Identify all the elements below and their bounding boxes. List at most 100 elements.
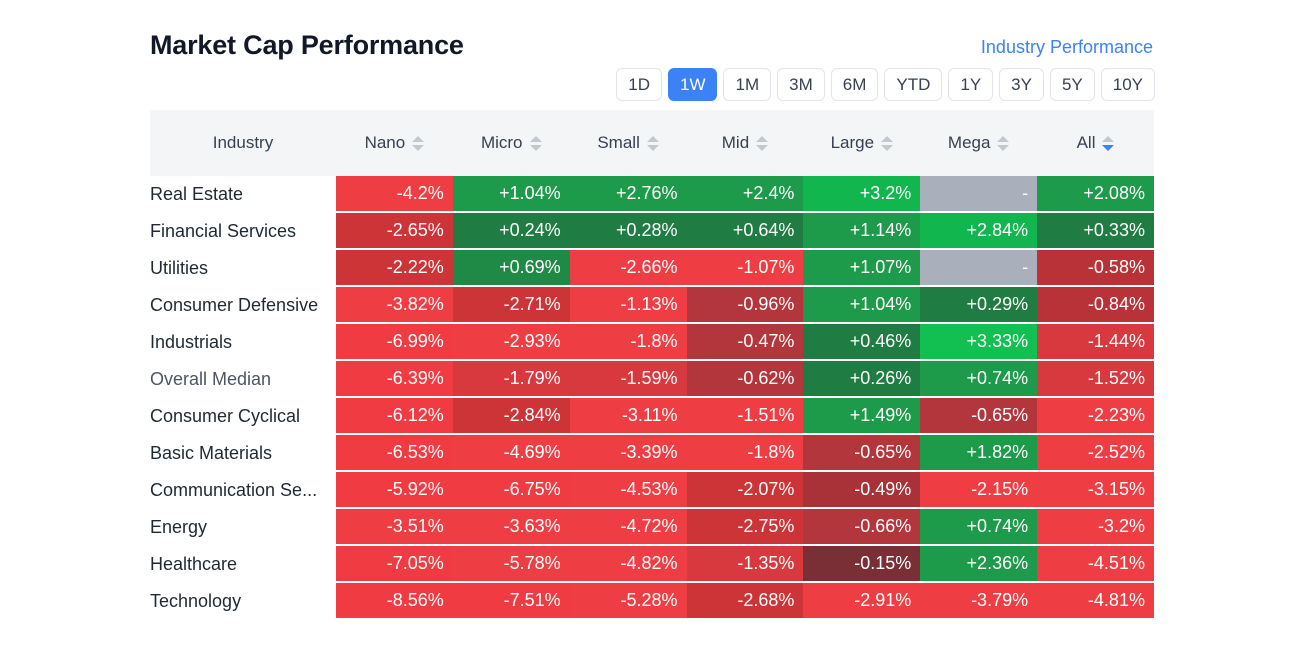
performance-cell[interactable]: -4.69% <box>452 435 570 470</box>
performance-cell[interactable]: - <box>920 176 1038 211</box>
performance-cell[interactable]: -2.52% <box>1037 435 1154 470</box>
column-header-small[interactable]: Small <box>570 110 687 176</box>
performance-cell[interactable]: -1.07% <box>686 250 804 285</box>
performance-cell[interactable]: +0.26% <box>803 361 921 396</box>
performance-cell[interactable]: -6.53% <box>335 435 453 470</box>
period-button-3m[interactable]: 3M <box>777 68 825 101</box>
performance-cell[interactable]: -3.79% <box>920 583 1038 618</box>
performance-cell[interactable]: -6.99% <box>335 324 453 359</box>
performance-cell[interactable]: +0.24% <box>452 213 570 248</box>
performance-cell[interactable]: +1.14% <box>803 213 921 248</box>
period-button-1m[interactable]: 1M <box>723 68 772 101</box>
performance-cell[interactable]: +2.4% <box>686 176 804 211</box>
performance-cell[interactable]: +0.33% <box>1037 213 1154 248</box>
performance-cell[interactable]: +2.36% <box>920 546 1038 581</box>
performance-cell[interactable]: -3.11% <box>569 398 687 433</box>
performance-cell[interactable]: +0.64% <box>686 213 804 248</box>
performance-cell[interactable]: -4.53% <box>569 472 687 507</box>
performance-cell[interactable]: -1.59% <box>569 361 687 396</box>
performance-cell[interactable]: -4.82% <box>569 546 687 581</box>
performance-cell[interactable]: -0.62% <box>686 361 804 396</box>
performance-cell[interactable]: -1.79% <box>452 361 570 396</box>
industry-performance-link[interactable]: Industry Performance <box>980 37 1153 57</box>
column-header-mid[interactable]: Mid <box>687 110 804 176</box>
performance-cell[interactable]: -6.39% <box>335 361 453 396</box>
column-header-large[interactable]: Large <box>803 110 920 176</box>
performance-cell[interactable]: +0.46% <box>803 324 921 359</box>
period-button-ytd[interactable]: YTD <box>884 68 943 101</box>
performance-cell[interactable]: -1.8% <box>686 435 804 470</box>
performance-cell[interactable]: -0.66% <box>803 509 921 544</box>
performance-cell[interactable]: -4.2% <box>335 176 453 211</box>
performance-cell[interactable]: -0.84% <box>1037 287 1154 322</box>
column-header-micro[interactable]: Micro <box>453 110 570 176</box>
performance-cell[interactable]: -2.22% <box>335 250 453 285</box>
period-button-1y[interactable]: 1Y <box>948 68 994 101</box>
performance-cell[interactable]: -0.58% <box>1037 250 1154 285</box>
period-button-1d[interactable]: 1D <box>616 68 662 101</box>
period-button-5y[interactable]: 5Y <box>1049 68 1095 101</box>
performance-cell[interactable]: -3.63% <box>452 509 570 544</box>
performance-cell[interactable]: -2.68% <box>686 583 804 618</box>
performance-cell[interactable]: +2.08% <box>1037 176 1154 211</box>
performance-cell[interactable]: -3.15% <box>1037 472 1154 507</box>
performance-cell[interactable]: -0.65% <box>803 435 921 470</box>
performance-cell[interactable]: -1.35% <box>686 546 804 581</box>
performance-cell[interactable]: +2.76% <box>569 176 687 211</box>
performance-cell[interactable]: -3.51% <box>335 509 453 544</box>
performance-cell[interactable]: +2.84% <box>920 213 1038 248</box>
performance-cell[interactable]: -2.66% <box>569 250 687 285</box>
performance-cell[interactable]: -5.92% <box>335 472 453 507</box>
performance-cell[interactable]: -0.47% <box>686 324 804 359</box>
performance-cell[interactable]: -0.15% <box>803 546 921 581</box>
performance-cell[interactable]: -1.51% <box>686 398 804 433</box>
performance-cell[interactable]: +3.2% <box>803 176 921 211</box>
performance-cell[interactable]: +0.74% <box>920 361 1038 396</box>
performance-cell[interactable]: -1.8% <box>569 324 687 359</box>
performance-cell[interactable]: -1.13% <box>569 287 687 322</box>
performance-cell[interactable]: -3.39% <box>569 435 687 470</box>
performance-cell[interactable]: +1.04% <box>803 287 921 322</box>
performance-cell[interactable]: +0.28% <box>569 213 687 248</box>
performance-cell[interactable]: -0.96% <box>686 287 804 322</box>
performance-cell[interactable]: +1.07% <box>803 250 921 285</box>
performance-cell[interactable]: -0.49% <box>803 472 921 507</box>
performance-cell[interactable]: -5.78% <box>452 546 570 581</box>
performance-cell[interactable]: - <box>920 250 1038 285</box>
performance-cell[interactable]: +0.74% <box>920 509 1038 544</box>
performance-cell[interactable]: -7.05% <box>335 546 453 581</box>
performance-cell[interactable]: -2.84% <box>452 398 570 433</box>
performance-cell[interactable]: -1.44% <box>1037 324 1154 359</box>
period-button-10y[interactable]: 10Y <box>1100 68 1155 101</box>
performance-cell[interactable]: -1.52% <box>1037 361 1154 396</box>
performance-cell[interactable]: -4.72% <box>569 509 687 544</box>
performance-cell[interactable]: +3.33% <box>920 324 1038 359</box>
performance-cell[interactable]: +1.04% <box>452 176 570 211</box>
performance-cell[interactable]: -2.93% <box>452 324 570 359</box>
column-header-nano[interactable]: Nano <box>336 110 453 176</box>
performance-cell[interactable]: -6.12% <box>335 398 453 433</box>
performance-cell[interactable]: +0.69% <box>452 250 570 285</box>
period-button-3y[interactable]: 3Y <box>999 68 1044 101</box>
performance-cell[interactable]: -4.51% <box>1037 546 1154 581</box>
period-button-1w[interactable]: 1W <box>667 68 718 101</box>
performance-cell[interactable]: -7.51% <box>452 583 570 618</box>
performance-cell[interactable]: -2.71% <box>452 287 570 322</box>
column-header-mega[interactable]: Mega <box>920 110 1037 176</box>
performance-cell[interactable]: -2.75% <box>686 509 804 544</box>
performance-cell[interactable]: -2.23% <box>1037 398 1154 433</box>
performance-cell[interactable]: +0.29% <box>920 287 1038 322</box>
performance-cell[interactable]: -4.81% <box>1037 583 1154 618</box>
performance-cell[interactable]: -0.65% <box>920 398 1038 433</box>
performance-cell[interactable]: -2.65% <box>335 213 453 248</box>
performance-cell[interactable]: -6.75% <box>452 472 570 507</box>
performance-cell[interactable]: -3.82% <box>335 287 453 322</box>
performance-cell[interactable]: -2.15% <box>920 472 1038 507</box>
performance-cell[interactable]: -5.28% <box>569 583 687 618</box>
period-button-6m[interactable]: 6M <box>830 68 879 101</box>
performance-cell[interactable]: -2.91% <box>803 583 921 618</box>
performance-cell[interactable]: +1.49% <box>803 398 921 433</box>
performance-cell[interactable]: -8.56% <box>335 583 453 618</box>
performance-cell[interactable]: -3.2% <box>1037 509 1154 544</box>
performance-cell[interactable]: +1.82% <box>920 435 1038 470</box>
